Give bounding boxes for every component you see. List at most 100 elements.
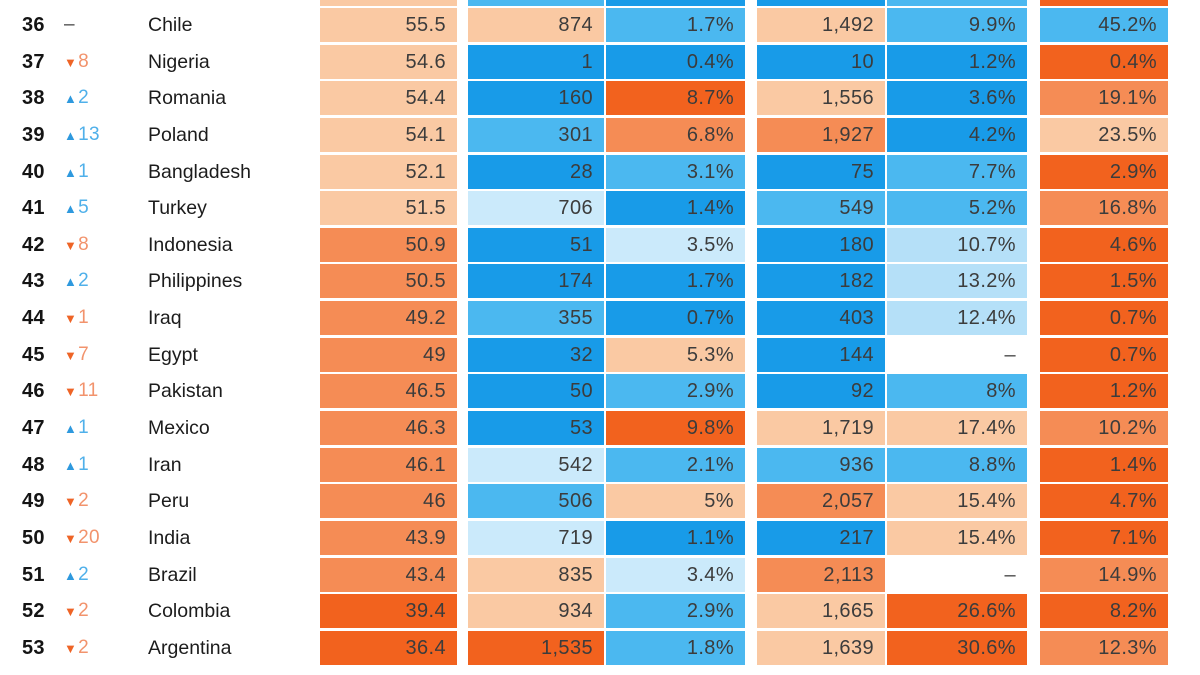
heatmap-cell: 5.3% — [606, 337, 745, 372]
rank-change-indicator: ▼11 — [64, 374, 99, 408]
rank-change-indicator: ▼8 — [64, 45, 89, 79]
heatmap-cell: – — [887, 557, 1027, 592]
arrow-down-icon: ▼ — [64, 347, 78, 363]
heatmap-cell: 5% — [606, 484, 745, 519]
arrow-up-icon: ▲ — [64, 164, 78, 180]
heatmap-cell: 3.1% — [606, 154, 745, 189]
heatmap-cell: 4.2% — [887, 117, 1027, 152]
rank-change-indicator: ▼2 — [64, 484, 89, 518]
table-row-partial — [0, 0, 1200, 6]
heatmap-cell: 2,113 — [757, 557, 885, 592]
rank-label: 37 — [22, 50, 45, 73]
table-row: 41 ▲5 Turkey 51.5 706 1.4% 549 5.2% 16.8% — [0, 191, 1200, 226]
heatmap-cell: 43.4 — [320, 557, 457, 592]
country-label: Pakistan — [148, 380, 223, 403]
heatmap-cell: 2,057 — [757, 484, 885, 519]
heatmap-cell: 1 — [468, 44, 604, 79]
heatmap-cell: 936 — [757, 447, 885, 482]
heatmap-cell: 182 — [757, 264, 885, 299]
table-row: 52 ▼2 Colombia 39.4 934 2.9% 1,665 26.6% 8.2% — [0, 594, 1200, 629]
rank-label: 44 — [22, 307, 45, 329]
heatmap-cell: 1.7% — [606, 8, 745, 42]
heatmap-cell: 8.8% — [887, 447, 1027, 482]
rank-label: 42 — [22, 233, 45, 256]
heatmap-cell: 0.7% — [1040, 301, 1168, 335]
arrow-up-icon: ▲ — [64, 274, 78, 290]
table-row: 36– Chile 55.5 874 1.7% 1,492 9.9% 45.2% — [0, 8, 1200, 42]
heatmap-cell: 1.4% — [606, 191, 745, 226]
rank-label: 45 — [22, 343, 45, 366]
heatmap-cell: 160 — [468, 81, 604, 116]
heatmap-cell: 3.6% — [887, 81, 1027, 116]
country-label: Chile — [148, 14, 193, 36]
rank-change-value: 2 — [78, 270, 90, 292]
country-label: Colombia — [148, 600, 231, 623]
arrow-down-icon: ▼ — [64, 237, 78, 253]
heatmap-cell: – — [887, 337, 1027, 372]
heatmap-cell: 30.6% — [887, 630, 1027, 665]
heatmap-cell: 2.9% — [1040, 154, 1168, 189]
heatmap-cell: 45.2% — [1040, 8, 1168, 42]
heatmap-cell: 8% — [887, 374, 1027, 409]
rank-label: 47 — [22, 416, 45, 439]
rank-change-indicator: ▼1 — [64, 301, 89, 335]
heatmap-cell: 49.2 — [320, 301, 457, 335]
heatmap-cell: 53 — [468, 410, 604, 445]
heatmap-cell — [757, 0, 885, 6]
rank-change-value: 1 — [78, 160, 90, 182]
heatmap-cell: 46.3 — [320, 410, 457, 445]
rank-change-indicator: ▼7 — [64, 338, 89, 372]
table-row: 53 ▼2 Argentina 36.4 1,535 1.8% 1,639 30.6% 12.3… — [0, 630, 1200, 665]
rank-change-value: 2 — [78, 636, 90, 658]
heatmap-cell: 15.4% — [887, 484, 1027, 519]
country-label: Nigeria — [148, 50, 210, 73]
rank-change-indicator: ▼20 — [64, 521, 100, 555]
heatmap-cell: 1,927 — [757, 117, 885, 152]
heatmap-cell: 23.5% — [1040, 117, 1168, 152]
rank-label: 49 — [22, 490, 45, 513]
arrow-down-icon: ▼ — [64, 604, 78, 620]
heatmap-cell: 2.9% — [606, 594, 745, 629]
heatmap-cell: 403 — [757, 301, 885, 335]
rank-label: 46 — [22, 380, 45, 403]
heatmap-cell: 10.2% — [1040, 410, 1168, 445]
rank-label: 50 — [22, 526, 45, 549]
table-row: 48 ▲1 Iran 46.1 542 2.1% 936 8.8% 1.4% — [0, 447, 1200, 482]
heatmap-cell: 3.4% — [606, 557, 745, 592]
heatmap-cell: 7.7% — [887, 154, 1027, 189]
heatmap-cell: 549 — [757, 191, 885, 226]
heatmap-cell: 542 — [468, 447, 604, 482]
rank-change-indicator: ▲2 — [64, 264, 89, 298]
rank-change-value: 20 — [78, 526, 100, 548]
rank-change-value: 1 — [78, 416, 90, 438]
rank-label: 39 — [22, 123, 45, 146]
heatmap-cell: 217 — [757, 520, 885, 555]
heatmap-cell: 39.4 — [320, 594, 457, 629]
country-label: Poland — [148, 123, 209, 146]
country-label: Romania — [148, 87, 227, 110]
rank-change-value: 2 — [78, 600, 90, 622]
rank-label: 51 — [22, 563, 45, 586]
heatmap-cell: 1.1% — [606, 520, 745, 555]
arrow-up-icon: ▲ — [64, 420, 78, 436]
rank-change-indicator: ▲1 — [64, 155, 89, 189]
heatmap-cell: 75 — [757, 154, 885, 189]
heatmap-cell: 49 — [320, 337, 457, 372]
heatmap-cell: 1,665 — [757, 594, 885, 629]
heatmap-cell: 54.1 — [320, 117, 457, 152]
heatmap-cell: 46 — [320, 484, 457, 519]
heatmap-cell: 180 — [757, 227, 885, 262]
heatmap-cell: 2.9% — [606, 374, 745, 409]
arrow-down-icon: ▼ — [64, 640, 78, 656]
country-label: Iraq — [148, 307, 182, 329]
rank-label: 52 — [22, 600, 45, 623]
heatmap-cell: 36.4 — [320, 630, 457, 665]
rank-change-value: 8 — [78, 50, 90, 72]
country-label: Brazil — [148, 563, 197, 586]
heatmap-cell: 9.9% — [887, 8, 1027, 42]
country-label: Bangladesh — [148, 160, 252, 183]
heatmap-cell: 50 — [468, 374, 604, 409]
heatmap-cell — [1040, 0, 1168, 6]
rank-change-value: 2 — [78, 563, 90, 585]
